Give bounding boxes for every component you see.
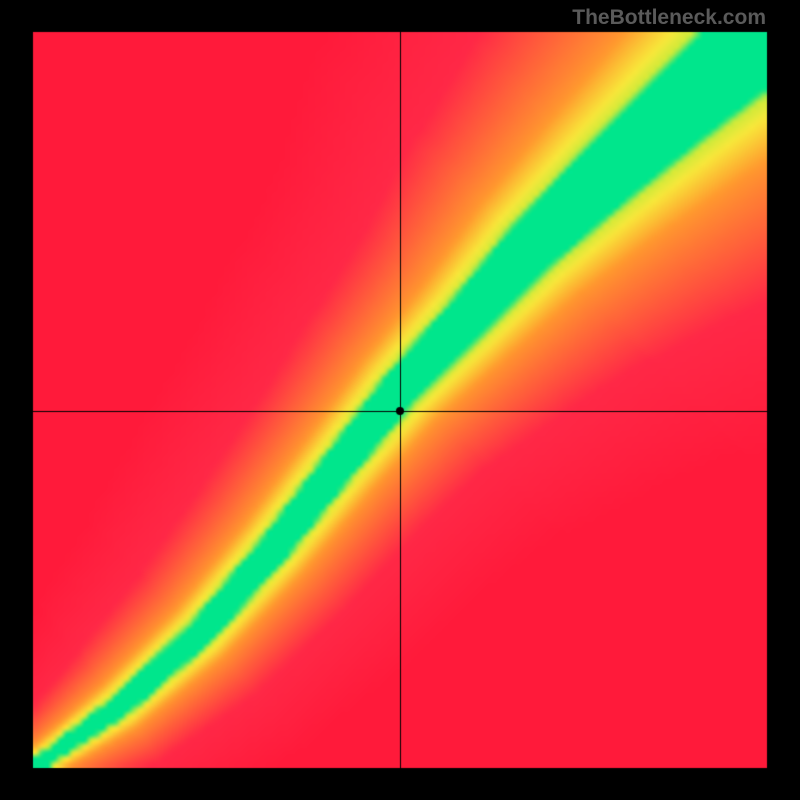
- bottleneck-heatmap-container: { "canvas": { "width": 800, "height": 80…: [0, 0, 800, 800]
- bottleneck-heatmap-canvas: [0, 0, 800, 800]
